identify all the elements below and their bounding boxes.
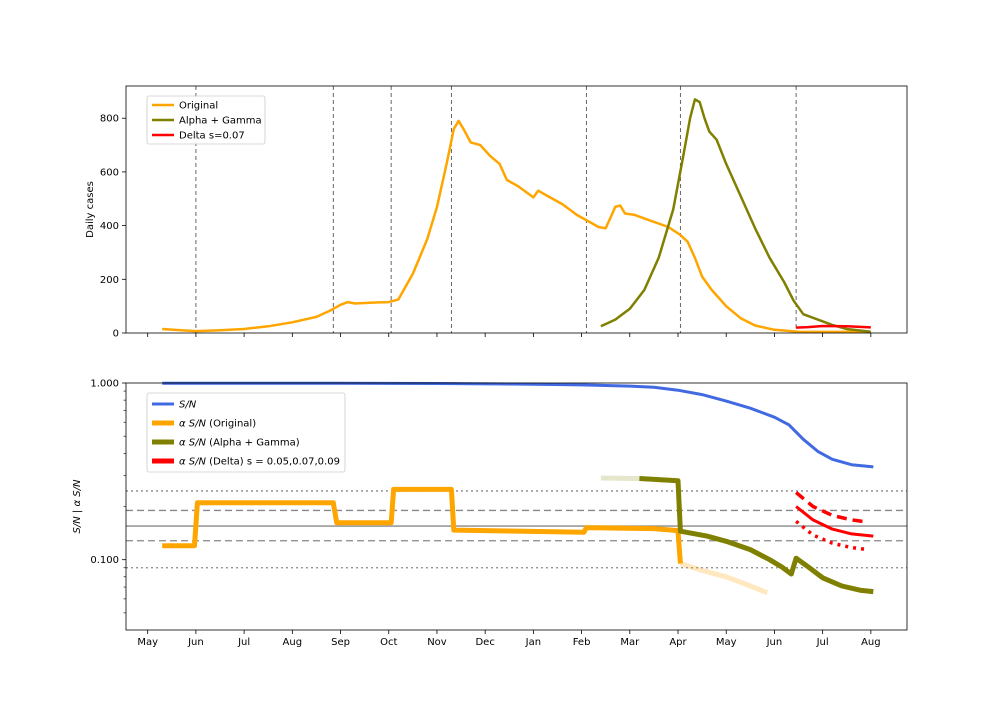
legend-box [146, 95, 266, 145]
series-line [794, 519, 869, 552]
x-tick-label: Dec [475, 637, 494, 648]
x-tick-label: Jul [237, 637, 250, 648]
legend-label: S/N [179, 400, 197, 411]
y-tick-label: 0 [113, 329, 119, 340]
x-tick-label: Oct [380, 637, 397, 648]
x-tick-label: Jan [525, 637, 541, 648]
legend: Original Alpha + Gamma Delta s=0.07 [146, 95, 266, 145]
x-axis-ticks [147, 333, 872, 337]
x-tick-label: Nov [427, 637, 447, 648]
series-line [162, 119, 871, 334]
series-line [162, 486, 683, 564]
x-tick-label: Jun [766, 637, 783, 648]
legend-label: Delta s=0.07 [179, 131, 245, 142]
legend-box [146, 392, 346, 473]
threshold-hlines [126, 490, 907, 569]
y-axis-ticks: 1.000 0.100 [90, 379, 126, 614]
x-tick-label: Mar [620, 637, 640, 648]
event-vlines [195, 86, 797, 333]
legend: S/N α S/N (Original) α S/N (Alpha + Gamma)… [146, 392, 346, 473]
series-line [794, 491, 869, 524]
series-lines [162, 98, 871, 334]
series-line [600, 475, 640, 481]
legend-label: Alpha + Gamma [179, 116, 262, 127]
x-tick-label: May [137, 637, 158, 648]
x-tick-label: Aug [283, 637, 303, 648]
x-tick-label: Sep [331, 637, 350, 648]
x-tick-label: Aug [861, 637, 881, 648]
legend-label: α S/N (Alpha + Gamma) [179, 438, 300, 449]
series-line [162, 381, 874, 469]
y-tick-label: 200 [100, 275, 119, 286]
series-line [679, 561, 769, 596]
series-line [795, 505, 874, 538]
y-tick-label: 0.100 [90, 555, 119, 566]
legend-label: α S/N (Delta) s = 0.05,0.07,0.09 [179, 457, 340, 468]
legend-label: Original [179, 101, 218, 112]
susceptible-fraction-panel: 1.000 0.100 May Jun Jul Aug Sep Oct Nov Dec Jan Fe… [72, 379, 908, 648]
x-axis-ticks: May Jun Jul Aug Sep Oct Nov Dec Jan Feb Mar Apr May J… [137, 630, 881, 648]
plot-frame [125, 382, 908, 631]
y-tick-label: 800 [100, 114, 119, 125]
daily-cases-panel: 0 200 400 600 800 Daily cases Original Alpha … [85, 85, 908, 340]
x-tick-label: Jun [187, 637, 204, 648]
y-axis-label: Daily cases [85, 181, 96, 238]
series-line [639, 476, 874, 595]
y-tick-label: 1.000 [90, 379, 119, 390]
y-axis-label: S/N | α S/N [72, 479, 83, 533]
y-tick-label: 400 [100, 221, 119, 232]
legend-label: α S/N (Original) [179, 419, 256, 430]
plot-frame [125, 85, 908, 334]
x-tick-label: May [716, 637, 737, 648]
y-axis-ticks: 0 200 400 600 800 [100, 114, 126, 340]
series-lines [162, 381, 874, 596]
series-line [600, 98, 871, 333]
x-tick-label: Jul [816, 637, 829, 648]
x-tick-label: Apr [669, 637, 687, 648]
series-line [796, 324, 871, 329]
y-tick-label: 600 [100, 167, 119, 178]
x-tick-label: Feb [573, 637, 591, 648]
